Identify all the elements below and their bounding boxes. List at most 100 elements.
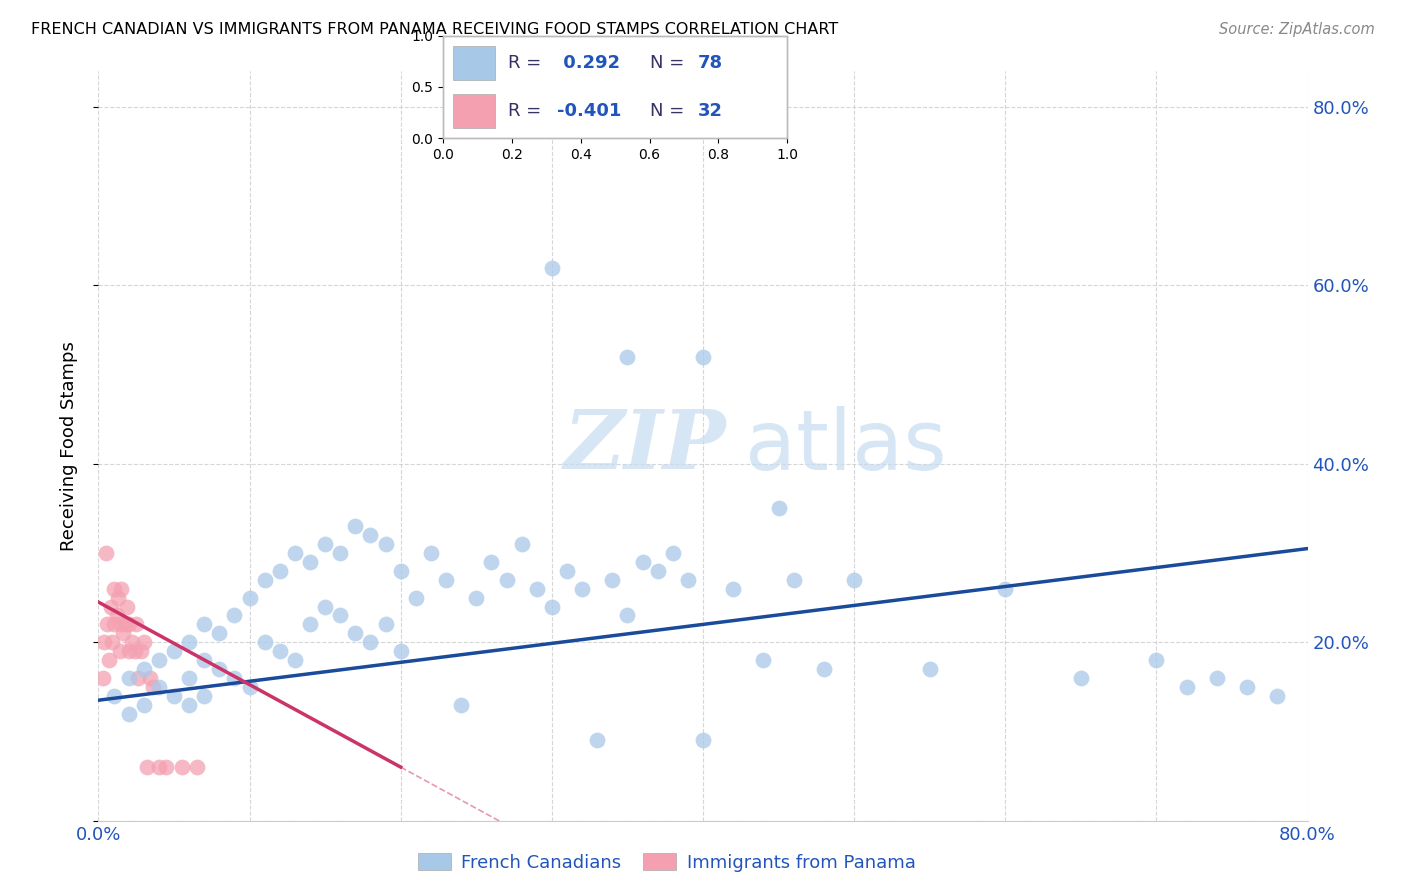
Point xyxy=(129,644,152,658)
Point xyxy=(163,689,186,703)
Point xyxy=(135,760,157,774)
Point xyxy=(434,573,457,587)
Point xyxy=(105,608,128,623)
Point xyxy=(110,617,132,632)
Point xyxy=(93,635,115,649)
Point xyxy=(813,662,835,676)
Text: -0.401: -0.401 xyxy=(557,102,621,120)
Point xyxy=(132,635,155,649)
Point xyxy=(132,662,155,676)
Point xyxy=(193,617,215,632)
Text: R =: R = xyxy=(509,54,547,72)
Point xyxy=(193,653,215,667)
Text: FRENCH CANADIAN VS IMMIGRANTS FROM PANAMA RECEIVING FOOD STAMPS CORRELATION CHAR: FRENCH CANADIAN VS IMMIGRANTS FROM PANAM… xyxy=(31,22,838,37)
Point xyxy=(314,599,336,614)
Point xyxy=(179,671,201,685)
Point xyxy=(616,350,638,364)
Point xyxy=(253,573,276,587)
Point xyxy=(253,635,276,649)
Point xyxy=(844,573,866,587)
Point xyxy=(344,626,367,640)
Point xyxy=(224,608,246,623)
Point xyxy=(510,537,533,551)
Point xyxy=(389,644,412,658)
Point xyxy=(631,555,654,569)
Point xyxy=(124,644,146,658)
Point xyxy=(103,582,125,596)
Text: ZIP: ZIP xyxy=(564,406,727,486)
Point xyxy=(284,653,307,667)
Point xyxy=(1206,671,1229,685)
Point xyxy=(918,662,941,676)
Point xyxy=(329,546,352,560)
Text: 78: 78 xyxy=(697,54,723,72)
Point xyxy=(121,635,143,649)
Point xyxy=(374,537,396,551)
Point xyxy=(118,617,141,632)
Point xyxy=(115,599,138,614)
Point xyxy=(193,689,215,703)
Text: 32: 32 xyxy=(697,102,723,120)
Point xyxy=(616,608,638,623)
Point xyxy=(360,635,382,649)
Point xyxy=(465,591,488,605)
Point xyxy=(118,644,141,658)
Point xyxy=(389,564,412,578)
Point xyxy=(118,671,141,685)
Legend: French Canadians, Immigrants from Panama: French Canadians, Immigrants from Panama xyxy=(411,846,922,879)
Point xyxy=(269,564,291,578)
Point xyxy=(148,653,170,667)
Text: Source: ZipAtlas.com: Source: ZipAtlas.com xyxy=(1219,22,1375,37)
Point xyxy=(98,653,121,667)
Point xyxy=(239,591,262,605)
Point xyxy=(405,591,427,605)
Point xyxy=(208,662,231,676)
Point xyxy=(163,644,186,658)
Point xyxy=(723,582,745,596)
Point xyxy=(540,260,562,275)
Y-axis label: Receiving Food Stamps: Receiving Food Stamps xyxy=(59,341,77,551)
Point xyxy=(299,617,322,632)
Point xyxy=(179,698,201,712)
Point xyxy=(661,546,683,560)
Point xyxy=(284,546,307,560)
FancyBboxPatch shape xyxy=(453,95,495,128)
Point xyxy=(1070,671,1092,685)
Point xyxy=(170,760,193,774)
Point xyxy=(139,671,162,685)
Point xyxy=(602,573,624,587)
Point xyxy=(239,680,262,694)
Point xyxy=(224,671,246,685)
Text: R =: R = xyxy=(509,102,541,120)
Point xyxy=(114,617,136,632)
Point xyxy=(103,617,125,632)
Point xyxy=(148,760,170,774)
Point xyxy=(994,582,1017,596)
Point xyxy=(768,501,790,516)
Point xyxy=(142,680,165,694)
Point xyxy=(127,671,149,685)
Point xyxy=(125,617,148,632)
Point xyxy=(692,350,714,364)
Point xyxy=(1236,680,1258,694)
Point xyxy=(1175,680,1198,694)
Point xyxy=(1144,653,1167,667)
Text: N =: N = xyxy=(650,102,689,120)
Point xyxy=(374,617,396,632)
Point xyxy=(107,591,129,605)
Point xyxy=(450,698,472,712)
Point xyxy=(208,626,231,640)
Point xyxy=(540,599,562,614)
Text: N =: N = xyxy=(650,54,689,72)
Point xyxy=(111,626,134,640)
Point xyxy=(526,582,548,596)
Point xyxy=(103,689,125,703)
Point xyxy=(100,599,122,614)
Point xyxy=(94,546,117,560)
Point xyxy=(108,644,131,658)
Point xyxy=(96,617,118,632)
FancyBboxPatch shape xyxy=(453,46,495,79)
Point xyxy=(269,644,291,658)
Point xyxy=(481,555,503,569)
Point xyxy=(360,528,382,542)
